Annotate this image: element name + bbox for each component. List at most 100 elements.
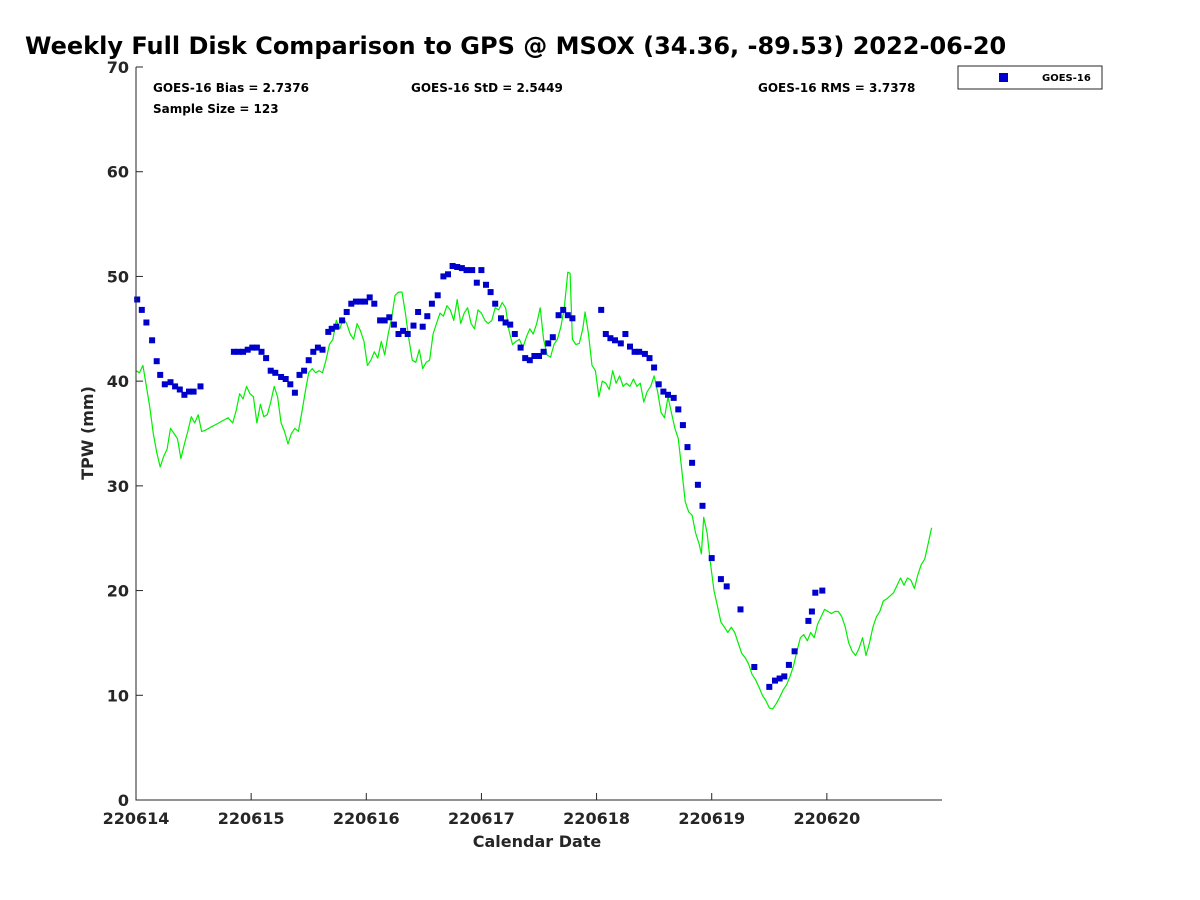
goes-16-point	[636, 348, 643, 355]
goes-16-point	[507, 321, 514, 328]
goes-16-point	[469, 267, 476, 274]
y-axis-ticks: 0 10 20 30 40 50 60 70	[107, 58, 143, 810]
goes-16-point	[781, 673, 788, 680]
goes-16-point	[454, 264, 461, 270]
goes-16-point	[305, 357, 312, 364]
goes-16-point	[675, 406, 682, 413]
sample-size-stat: Sample Size = 123	[153, 102, 279, 116]
goes-16-point	[310, 348, 317, 355]
gps-line	[135, 271, 933, 710]
goes-16-point	[424, 313, 431, 320]
goes-16-point	[498, 315, 504, 322]
goes-16-point	[371, 300, 378, 307]
goes-16-point	[622, 331, 629, 337]
goes-16-point	[333, 323, 340, 330]
bias-stat: GOES-16 Bias = 2.7376	[153, 81, 309, 95]
goes-16-point	[737, 606, 744, 613]
goes-16-point	[670, 394, 677, 401]
goes-16-point	[176, 386, 183, 393]
goes-16-point	[172, 383, 179, 390]
goes-16-point	[723, 583, 730, 590]
goes-16-point	[143, 319, 150, 326]
y-tick-label: 20	[107, 582, 129, 601]
goes-16-point	[751, 664, 758, 670]
legend-box	[957, 65, 1103, 90]
goes-16-point	[352, 298, 359, 305]
goes-16-point	[651, 364, 658, 371]
goes-16-point	[428, 300, 435, 307]
goes-16-point	[660, 388, 667, 395]
goes-16-point	[395, 331, 402, 337]
goes-16-point	[478, 267, 485, 274]
goes-16-point	[434, 292, 441, 299]
goes-16-point	[328, 325, 335, 332]
goes-16-point	[602, 331, 609, 337]
goes-16-point	[627, 343, 633, 350]
goes-16-point	[791, 648, 798, 655]
goes-16-point	[314, 344, 321, 351]
goes-16-point	[812, 589, 819, 596]
goes-16-point	[699, 502, 706, 509]
goes-16-point	[301, 367, 308, 374]
goes-16-point	[348, 300, 355, 307]
goes-16-point	[549, 334, 556, 341]
rms-stat: GOES-16 RMS = 3.7378	[758, 81, 915, 95]
std-stat: GOES-16 StD = 2.5449	[411, 81, 563, 95]
legend: GOES-16	[957, 65, 1103, 90]
goes-16-point	[607, 335, 614, 342]
chart-title: Weekly Full Disk Comparison to GPS @ MSO…	[25, 32, 1006, 60]
goes-16-point	[641, 350, 648, 357]
goes-16-point	[149, 337, 156, 344]
goes-16-point	[449, 263, 456, 269]
goes-16-point	[404, 331, 411, 337]
goes-16-point	[138, 306, 145, 313]
legend-label-goes-16: GOES-16	[1042, 73, 1091, 84]
x-axis-label: Calendar Date	[473, 832, 602, 851]
goes-16-point	[410, 322, 417, 329]
goes-16-point	[560, 306, 567, 313]
y-tick-label: 30	[107, 477, 129, 496]
goes-16-point	[502, 319, 509, 326]
goes-16-point	[612, 337, 618, 344]
y-tick-label: 40	[107, 372, 129, 391]
goes-16-point	[766, 683, 773, 690]
goes-16-point	[278, 374, 285, 380]
goes-16-point	[526, 357, 533, 364]
goes-16-point	[386, 314, 393, 321]
goes-16-point	[785, 661, 792, 668]
goes-16-point	[157, 371, 164, 378]
goes-16-point	[366, 294, 373, 301]
goes-16-point	[708, 555, 715, 562]
goes-16-point	[445, 271, 451, 278]
goes-16-point	[679, 422, 686, 429]
goes-16-point	[631, 348, 638, 355]
goes-16-point	[555, 312, 562, 319]
y-tick-label: 10	[107, 686, 129, 705]
goes-16-point	[190, 388, 197, 395]
goes-16-point	[291, 389, 298, 396]
goes-16-point	[492, 300, 499, 307]
goes-16-point	[419, 323, 426, 330]
goes-16-point	[665, 391, 671, 398]
goes-16-point	[390, 321, 397, 328]
stats-panel: GOES-16 Bias = 2.7376 GOES-16 StD = 2.54…	[153, 81, 915, 116]
plot-background	[136, 67, 942, 800]
goes-16-point	[253, 344, 260, 351]
legend-marker-goes-16	[999, 73, 1008, 82]
goes-16-point	[153, 358, 160, 365]
goes-16-point	[415, 309, 422, 315]
goes-16-point	[805, 617, 812, 624]
y-tick-label: 50	[107, 267, 129, 286]
y-tick-label: 70	[107, 58, 129, 77]
goes-16-point	[377, 317, 384, 324]
goes-16-point	[545, 340, 552, 347]
goes-16-point	[617, 340, 624, 347]
goes-16-point	[689, 459, 696, 466]
goes-16-point	[463, 267, 470, 274]
goes-16-point	[694, 481, 701, 488]
goes-16-point	[339, 317, 346, 324]
goes-16-point	[167, 379, 174, 386]
x-tick-label: 220619	[678, 809, 745, 828]
goes-16-series	[134, 263, 826, 690]
